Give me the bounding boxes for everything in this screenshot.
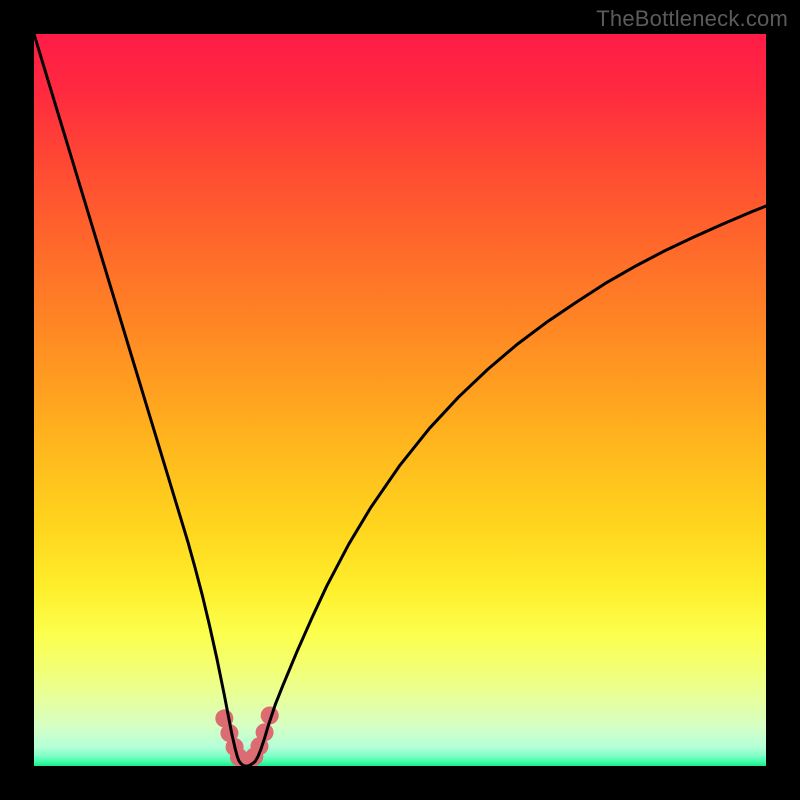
watermark-text: TheBottleneck.com xyxy=(596,6,788,32)
chart-root: { "watermark": { "text": "TheBottleneck.… xyxy=(0,0,800,800)
bottleneck-chart xyxy=(0,0,800,800)
